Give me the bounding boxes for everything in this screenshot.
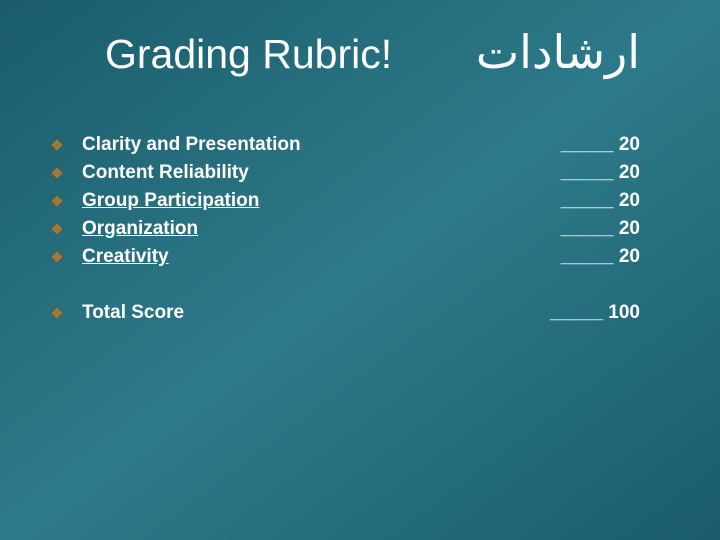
spacer: [50, 274, 640, 302]
rubric-row: Content Reliability _____ 20: [50, 162, 640, 184]
rubric-total-label: Total Score: [82, 302, 550, 324]
rubric-score: _____ 20: [561, 218, 640, 240]
diamond-bullet-icon: [50, 222, 64, 236]
diamond-bullet-icon: [50, 166, 64, 180]
diamond-bullet-icon: [50, 306, 64, 320]
diamond-bullet-icon: [50, 138, 64, 152]
rubric-label: Creativity: [82, 246, 561, 268]
title-arabic: ارشادات: [476, 25, 640, 79]
rubric-row: Creativity _____ 20: [50, 246, 640, 268]
title-row: Grading Rubric! ارشادات: [50, 25, 670, 79]
rubric-label: Group Participation: [82, 190, 561, 212]
diamond-bullet-icon: [50, 250, 64, 264]
diamond-bullet-icon: [50, 194, 64, 208]
rubric-row: Organization _____ 20: [50, 218, 640, 240]
rubric-total-score: _____ 100: [550, 302, 640, 324]
rubric-score: _____ 20: [561, 162, 640, 184]
rubric-label: Clarity and Presentation: [82, 134, 561, 156]
rubric-total-row: Total Score _____ 100: [50, 302, 640, 324]
rubric-score: _____ 20: [561, 246, 640, 268]
rubric-content: Clarity and Presentation _____ 20 Conten…: [50, 134, 670, 324]
rubric-score: _____ 20: [561, 134, 640, 156]
rubric-score: _____ 20: [561, 190, 640, 212]
title-english: Grading Rubric!: [105, 31, 392, 78]
rubric-row: Group Participation _____ 20: [50, 190, 640, 212]
rubric-row: Clarity and Presentation _____ 20: [50, 134, 640, 156]
slide: Grading Rubric! ارشادات Clarity and Pres…: [0, 0, 720, 540]
rubric-label: Organization: [82, 218, 561, 240]
rubric-label: Content Reliability: [82, 162, 561, 184]
